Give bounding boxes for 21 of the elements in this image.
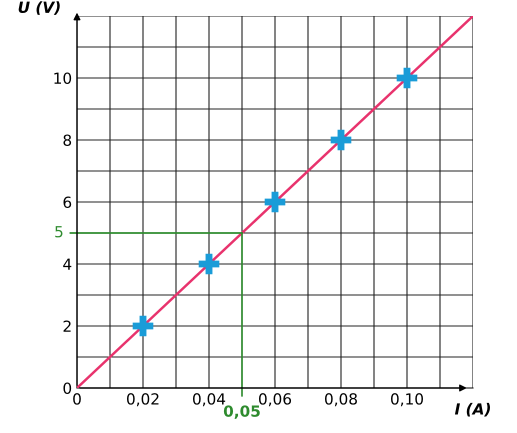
x-tick-label: 0,04 <box>193 393 226 406</box>
x-tick-label: 0,02 <box>127 393 158 406</box>
y-axis-title: U (V) <box>18 1 60 15</box>
y-tick-label: 10 <box>54 72 72 84</box>
point <box>396 68 418 88</box>
ref-line-label: 0,05 <box>224 405 260 419</box>
point <box>330 130 352 150</box>
y-tick-label: 2 <box>64 320 71 332</box>
ref-line-label: 5 <box>55 226 62 238</box>
x-tick-label: 0 <box>73 393 81 405</box>
x-axis-title: I (A) <box>454 402 490 417</box>
point <box>132 316 154 336</box>
y-tick-label: 0 <box>63 382 72 394</box>
x-tick-label: 0,10 <box>391 393 423 406</box>
point <box>198 254 220 274</box>
y-tick-label: 8 <box>63 134 72 146</box>
x-tick-label: 0,08 <box>325 393 357 406</box>
point <box>264 192 286 212</box>
x-tick-label: 0,06 <box>259 393 292 406</box>
y-tick-label: 4 <box>63 258 72 270</box>
y-tick-label: 6 <box>63 196 72 208</box>
